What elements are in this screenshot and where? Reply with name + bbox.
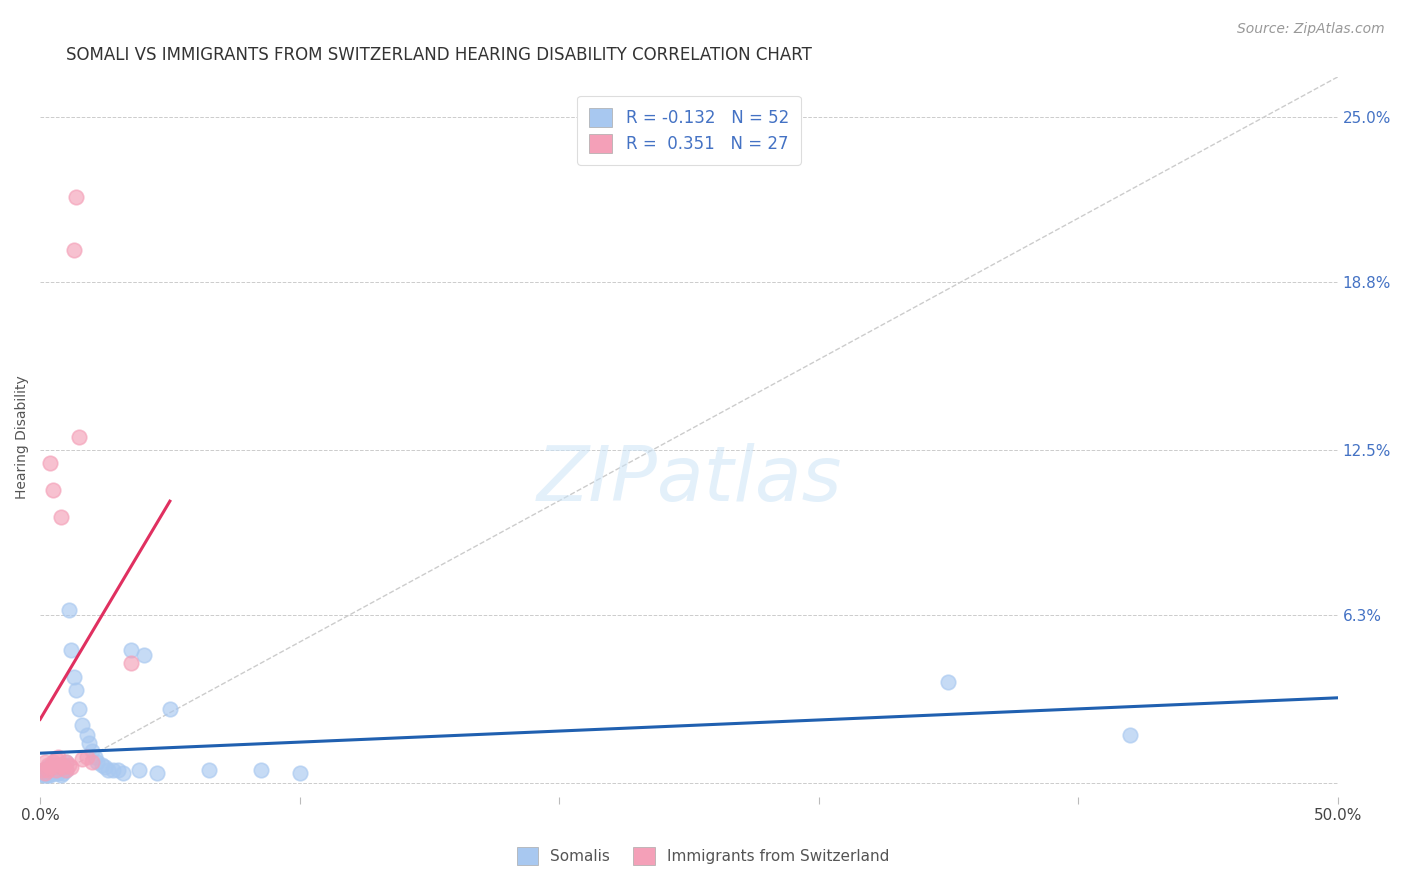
Point xyxy=(46,765,69,780)
Legend: Somalis, Immigrants from Switzerland: Somalis, Immigrants from Switzerland xyxy=(510,841,896,871)
Point xyxy=(120,657,142,671)
Point xyxy=(46,760,69,774)
Point xyxy=(52,757,75,772)
Point xyxy=(159,702,181,716)
Point xyxy=(76,749,98,764)
Point xyxy=(49,757,72,772)
Point xyxy=(1119,728,1142,742)
Point xyxy=(39,763,62,777)
Point xyxy=(37,757,59,772)
Point xyxy=(37,765,59,780)
Point xyxy=(67,430,90,444)
Point xyxy=(70,752,93,766)
Point xyxy=(97,763,120,777)
Point xyxy=(34,763,56,777)
Point xyxy=(94,760,117,774)
Point xyxy=(198,763,221,777)
Point xyxy=(60,643,83,657)
Point xyxy=(58,757,80,772)
Point xyxy=(76,728,98,742)
Point xyxy=(83,749,105,764)
Point xyxy=(39,457,62,471)
Point xyxy=(60,760,83,774)
Point xyxy=(101,763,124,777)
Point xyxy=(37,760,59,774)
Point xyxy=(34,765,56,780)
Point xyxy=(55,755,77,769)
Point xyxy=(79,736,101,750)
Y-axis label: Hearing Disability: Hearing Disability xyxy=(15,375,30,499)
Point xyxy=(49,763,72,777)
Legend: R = -0.132   N = 52, R =  0.351   N = 27: R = -0.132 N = 52, R = 0.351 N = 27 xyxy=(578,96,800,164)
Text: SOMALI VS IMMIGRANTS FROM SWITZERLAND HEARING DISABILITY CORRELATION CHART: SOMALI VS IMMIGRANTS FROM SWITZERLAND HE… xyxy=(66,46,811,64)
Point xyxy=(31,763,53,777)
Point xyxy=(37,768,59,782)
Point xyxy=(31,763,53,777)
Point xyxy=(55,755,77,769)
Point xyxy=(120,643,142,657)
Text: Source: ZipAtlas.com: Source: ZipAtlas.com xyxy=(1237,22,1385,37)
Point xyxy=(65,683,87,698)
Point xyxy=(63,243,86,257)
Point xyxy=(39,765,62,780)
Point xyxy=(34,755,56,769)
Point xyxy=(107,763,129,777)
Point xyxy=(46,749,69,764)
Point xyxy=(42,763,65,777)
Point xyxy=(80,744,103,758)
Point xyxy=(49,509,72,524)
Point xyxy=(91,757,114,772)
Point xyxy=(42,757,65,772)
Point xyxy=(55,763,77,777)
Point xyxy=(67,702,90,716)
Point xyxy=(34,765,56,780)
Point xyxy=(249,763,271,777)
Point xyxy=(46,760,69,774)
Point xyxy=(65,190,87,204)
Point xyxy=(37,763,59,777)
Point xyxy=(45,763,67,777)
Point xyxy=(34,768,56,782)
Point xyxy=(39,760,62,774)
Point xyxy=(128,763,150,777)
Point xyxy=(86,755,108,769)
Point xyxy=(112,765,135,780)
Point xyxy=(288,765,311,780)
Point xyxy=(70,717,93,731)
Point xyxy=(146,765,169,780)
Text: ZIPatlas: ZIPatlas xyxy=(536,443,842,517)
Point xyxy=(39,768,62,782)
Point xyxy=(938,675,960,690)
Point xyxy=(52,760,75,774)
Point xyxy=(42,765,65,780)
Point xyxy=(49,768,72,782)
Point xyxy=(52,765,75,780)
Point xyxy=(31,768,53,782)
Point xyxy=(132,648,155,663)
Point xyxy=(63,670,86,684)
Point xyxy=(80,755,103,769)
Point xyxy=(45,763,67,777)
Point xyxy=(55,763,77,777)
Point xyxy=(42,755,65,769)
Point xyxy=(45,765,67,780)
Point xyxy=(42,483,65,497)
Point xyxy=(45,757,67,772)
Point xyxy=(58,603,80,617)
Point xyxy=(45,752,67,766)
